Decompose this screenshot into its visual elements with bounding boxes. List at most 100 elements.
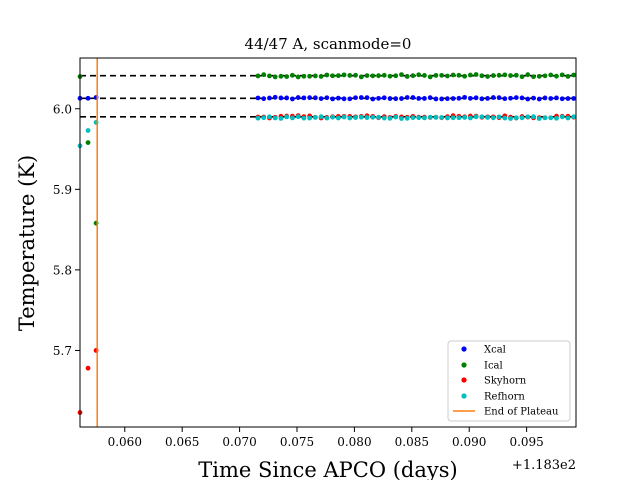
data-point-refhorn <box>445 115 450 121</box>
data-point-xcal <box>307 95 313 101</box>
y-axis-ticks: 5.7 5.8 5.9 6.0 <box>53 102 80 358</box>
data-point-xcal <box>295 95 301 100</box>
data-point-xcal <box>542 95 548 101</box>
data-point-ical <box>536 73 542 79</box>
data-point-refhorn <box>439 115 445 120</box>
data-point-xcal <box>381 95 387 101</box>
data-point-refhorn <box>290 115 295 121</box>
data-point-ical <box>450 72 456 78</box>
data-point-xcal <box>318 96 324 101</box>
data-point-xcal <box>272 94 278 100</box>
data-point-refhorn <box>490 115 496 121</box>
data-point-xcal <box>496 95 502 101</box>
data-point-refhorn <box>531 114 536 120</box>
data-point-refhorn <box>404 115 410 121</box>
data-point-ical <box>387 73 393 79</box>
data-point-xcal <box>456 95 462 101</box>
data-point-ical <box>473 72 479 77</box>
data-point-refhorn <box>479 114 485 120</box>
data-point-xcal <box>364 95 370 101</box>
data-point-ical <box>462 73 468 79</box>
data-point-xcal <box>399 96 404 101</box>
data-point-refhorn <box>284 114 290 120</box>
data-point-xcal <box>508 95 513 101</box>
x-tick-label: 0.095 <box>509 435 543 449</box>
data-point-xcal <box>559 96 565 102</box>
data-point-ical <box>353 72 358 78</box>
data-point-ical <box>565 73 571 79</box>
data-point-ical <box>393 73 399 79</box>
data-point-refhorn <box>387 115 393 121</box>
data-point-ical <box>255 73 261 79</box>
x-tick-label: 0.090 <box>452 435 486 449</box>
x-tick-label: 0.080 <box>337 435 371 449</box>
data-point-xcal <box>410 95 416 100</box>
data-point-xcal <box>473 95 479 101</box>
data-point-refhorn <box>467 115 473 121</box>
data-point-xcal <box>450 96 456 101</box>
data-point-skyhorn <box>85 365 91 371</box>
data-point-ical <box>427 74 433 80</box>
data-point-xcal <box>513 95 519 101</box>
data-point-xcal <box>433 96 439 102</box>
legend-label-ical: Ical <box>484 361 503 372</box>
data-point-ical <box>399 72 404 78</box>
data-point-xcal <box>370 96 376 102</box>
data-point-xcal <box>427 95 433 101</box>
data-point-ical <box>571 72 577 78</box>
data-point-ical <box>531 74 536 80</box>
data-point-refhorn <box>427 114 433 120</box>
data-point-xcal <box>536 96 542 102</box>
data-point-ical <box>290 72 295 78</box>
data-point-refhorn <box>433 114 439 120</box>
y-tick-label: 6.0 <box>53 102 72 116</box>
data-point-xcal <box>312 95 318 101</box>
data-point-refhorn <box>542 115 548 121</box>
legend-marker-xcal <box>461 346 467 352</box>
data-point-xcal <box>376 95 381 101</box>
data-point-ical <box>439 72 445 78</box>
data-point-refhorn <box>462 115 468 120</box>
x-tick-label: 0.065 <box>165 435 199 449</box>
data-point-refhorn <box>410 115 416 121</box>
data-point-ical <box>485 74 490 79</box>
data-point-ical <box>554 73 559 79</box>
data-point-xcal <box>330 96 335 102</box>
data-point-ical <box>376 73 381 79</box>
data-point-ical <box>490 73 496 78</box>
data-point-refhorn <box>364 115 370 120</box>
data-point-refhorn <box>324 115 330 121</box>
data-point-xcal <box>571 96 577 101</box>
x-tick-label: 0.070 <box>222 435 256 449</box>
data-point-ical <box>422 73 427 78</box>
data-point-xcal <box>261 96 267 102</box>
data-point-ical <box>513 72 519 78</box>
data-point-refhorn <box>295 114 301 120</box>
legend-box <box>447 340 571 422</box>
data-point-ical <box>312 73 318 79</box>
data-point-ical <box>370 73 376 79</box>
data-point-ical <box>347 73 353 78</box>
data-point-refhorn <box>513 115 519 121</box>
data-point-ical <box>410 73 416 79</box>
data-point-refhorn <box>393 114 399 120</box>
data-point-ical <box>548 72 554 78</box>
data-point-refhorn <box>278 116 284 121</box>
x-tick-label: 0.075 <box>280 435 314 449</box>
data-point-refhorn <box>473 114 479 120</box>
y-tick-label: 5.7 <box>53 344 72 358</box>
legend-marker-skyhorn <box>461 377 467 383</box>
data-point-xcal <box>387 96 393 101</box>
data-point-refhorn <box>267 114 272 120</box>
data-point-xcal <box>467 95 473 101</box>
y-tick-label: 5.9 <box>53 183 72 197</box>
data-point-refhorn <box>330 114 335 120</box>
data-point-ical <box>496 72 502 78</box>
data-point-xcal <box>341 96 347 102</box>
data-point-ical <box>318 74 324 79</box>
data-point-refhorn <box>416 115 422 121</box>
data-point-refhorn <box>525 114 531 120</box>
data-point-xcal <box>485 96 490 101</box>
data-point-xcal <box>301 95 307 101</box>
legend-marker-ical <box>461 362 467 368</box>
